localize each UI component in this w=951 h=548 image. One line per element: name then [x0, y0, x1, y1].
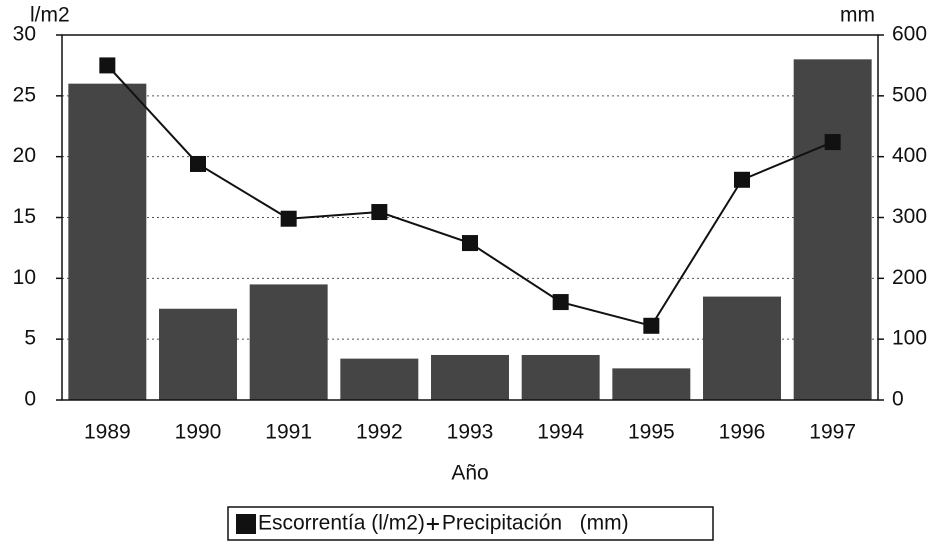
x-tick-label: 1992	[356, 421, 403, 444]
y2-tick-label: 0	[892, 388, 904, 411]
x-tick-label: 1996	[719, 421, 766, 444]
y2-tick-label: 500	[892, 83, 927, 106]
x-tick-label: 1994	[537, 421, 584, 444]
line-marker	[280, 210, 297, 227]
bar	[793, 59, 872, 400]
bar	[68, 83, 147, 401]
bar	[612, 368, 691, 400]
y2-tick-label: 600	[892, 23, 927, 46]
x-tick-label: 1995	[628, 421, 675, 444]
line-marker	[462, 235, 478, 252]
y2-tick-label: 400	[892, 144, 927, 167]
y-tick-label: 10	[13, 266, 36, 289]
line-marker	[371, 204, 388, 221]
y2-tick-label: 100	[892, 327, 927, 350]
line-marker	[734, 171, 750, 188]
y-tick-label: 0	[24, 388, 36, 411]
bar	[340, 358, 419, 400]
y-tick-label: 25	[13, 83, 36, 106]
y-tick-label: 30	[13, 23, 36, 46]
legend-box	[227, 506, 714, 541]
y-tick-label: 15	[13, 205, 36, 228]
line-marker	[824, 134, 841, 151]
y2-axis-label: mm	[840, 4, 875, 27]
legend-swatch	[236, 514, 256, 534]
line-marker	[99, 57, 116, 74]
legend-marker	[426, 518, 439, 530]
y-tick-label: 5	[24, 327, 36, 350]
x-axis-label: Año	[451, 462, 488, 485]
x-tick-label: 1993	[447, 421, 494, 444]
y-tick-label: 20	[13, 144, 36, 167]
bar	[249, 284, 328, 400]
bar	[431, 354, 509, 400]
y2-tick-label: 200	[892, 266, 927, 289]
bar	[159, 308, 237, 400]
line-marker	[643, 317, 660, 334]
line-marker	[552, 294, 569, 311]
line	[106, 64, 834, 327]
x-tick-label: 1991	[265, 421, 312, 444]
line-marker	[190, 155, 206, 172]
legend-label: Escorrentía (l/m2)	[258, 512, 425, 535]
y2-tick-label: 300	[892, 205, 927, 228]
bar	[521, 354, 600, 400]
x-tick-label: 1997	[809, 421, 856, 444]
plot-frame	[61, 34, 879, 401]
legend-label: Precipitación (mm)	[442, 512, 629, 535]
bar	[703, 296, 781, 400]
y-axis-label: l/m2	[30, 4, 70, 27]
x-tick-label: 1989	[84, 421, 131, 444]
x-tick-label: 1990	[175, 421, 222, 444]
